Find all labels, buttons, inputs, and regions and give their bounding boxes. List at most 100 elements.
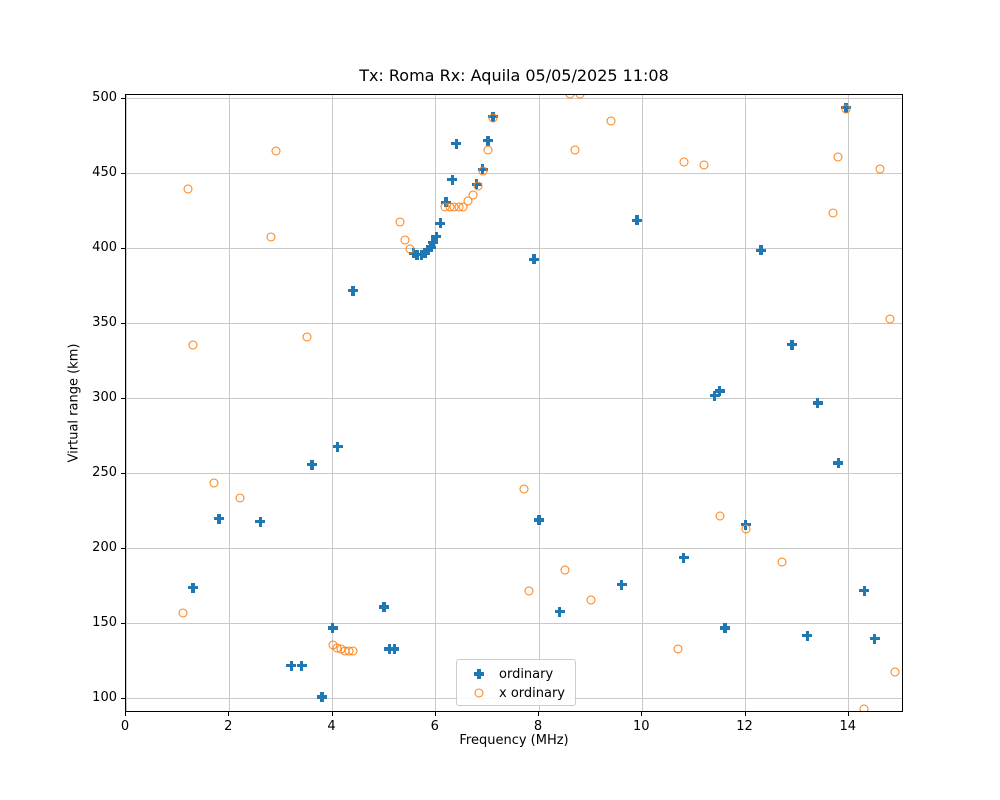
data-point-x-ordinary xyxy=(570,145,580,155)
x-tick-label: 6 xyxy=(430,719,439,734)
data-point-ordinary xyxy=(286,660,297,671)
data-point-ordinary xyxy=(419,248,430,259)
data-point-x-ordinary xyxy=(483,145,493,155)
data-point-ordinary xyxy=(678,552,689,563)
data-point-x-ordinary xyxy=(400,235,410,245)
y-tick-label: 250 xyxy=(92,464,117,480)
y-tick-label: 150 xyxy=(92,614,117,630)
data-point-x-ordinary xyxy=(777,557,787,567)
data-point-x-ordinary xyxy=(271,146,281,156)
legend-label-ordinary: ordinary xyxy=(499,667,554,682)
data-point-x-ordinary xyxy=(885,314,895,324)
x-tick-mark xyxy=(538,712,539,716)
data-point-x-ordinary xyxy=(875,164,885,174)
data-point-x-ordinary xyxy=(586,595,596,605)
data-point-ordinary xyxy=(482,135,493,146)
data-point-x-ordinary xyxy=(560,565,570,575)
data-point-ordinary xyxy=(451,138,462,149)
y-tick-mark xyxy=(121,172,125,174)
x-tick-label: 10 xyxy=(632,719,650,734)
y-axis-label: Virtual range (km) xyxy=(66,343,82,463)
y-tick-label: 350 xyxy=(92,314,117,330)
data-point-ordinary xyxy=(296,660,307,671)
y-tick-mark xyxy=(121,397,125,399)
data-point-ordinary xyxy=(709,390,720,401)
data-point-ordinary xyxy=(389,644,400,655)
data-point-x-ordinary xyxy=(828,208,838,218)
plot-area: ordinary x ordinary xyxy=(125,94,903,712)
data-point-x-ordinary xyxy=(841,104,851,114)
data-point-x-ordinary xyxy=(606,116,616,126)
legend: ordinary x ordinary xyxy=(456,659,576,706)
gridline-x xyxy=(848,95,850,711)
data-point-ordinary xyxy=(554,606,565,617)
data-point-x-ordinary xyxy=(405,244,415,254)
data-point-ordinary xyxy=(786,339,797,350)
gridline-y xyxy=(126,548,902,550)
data-point-ordinary xyxy=(714,386,725,397)
gridline-y xyxy=(126,398,902,400)
data-point-ordinary xyxy=(435,218,446,229)
data-point-x-ordinary xyxy=(183,184,193,194)
data-point-ordinary xyxy=(719,623,730,634)
data-point-x-ordinary xyxy=(699,160,709,170)
data-point-x-ordinary xyxy=(673,644,683,654)
gridline-x xyxy=(435,95,437,711)
data-point-x-ordinary xyxy=(833,152,843,162)
x-tick-mark xyxy=(744,712,746,716)
gridline-y xyxy=(126,173,902,175)
gridline-x xyxy=(126,95,127,711)
y-tick-mark xyxy=(121,97,125,99)
gridline-y xyxy=(126,248,902,250)
y-tick-label: 300 xyxy=(92,389,117,405)
legend-label-x-ordinary: x ordinary xyxy=(499,686,566,701)
data-point-ordinary xyxy=(317,692,328,703)
data-point-ordinary xyxy=(384,644,395,655)
data-point-ordinary xyxy=(447,174,458,185)
x-tick-mark xyxy=(331,712,333,716)
data-point-x-ordinary xyxy=(859,704,869,711)
gridline-y xyxy=(126,323,902,325)
data-point-ordinary xyxy=(616,579,627,590)
x-tick-mark xyxy=(228,712,230,716)
data-point-ordinary xyxy=(632,215,643,226)
data-point-x-ordinary xyxy=(478,166,488,176)
y-tick-label: 400 xyxy=(92,239,117,255)
data-point-x-ordinary xyxy=(266,232,276,242)
x-tick-mark xyxy=(641,712,643,716)
data-point-x-ordinary xyxy=(188,340,198,350)
data-point-ordinary xyxy=(534,515,544,526)
data-point-x-ordinary xyxy=(519,484,529,494)
data-point-x-ordinary xyxy=(473,181,483,191)
data-point-ordinary xyxy=(755,245,766,256)
plus-marker-icon xyxy=(474,669,484,679)
data-point-x-ordinary xyxy=(209,478,219,488)
data-point-x-ordinary xyxy=(488,113,498,123)
y-tick-mark xyxy=(121,247,125,249)
data-point-x-ordinary xyxy=(302,332,312,342)
y-tick-mark xyxy=(121,472,125,474)
y-tick-mark xyxy=(121,697,125,699)
x-tick-mark xyxy=(847,712,849,716)
data-point-ordinary xyxy=(428,237,439,248)
data-point-x-ordinary xyxy=(715,511,725,521)
y-tick-label: 500 xyxy=(92,89,117,105)
data-point-ordinary xyxy=(332,441,343,452)
x-tick-mark xyxy=(434,712,436,716)
data-point-ordinary xyxy=(833,458,844,469)
gridline-x xyxy=(228,95,230,711)
x-tick-mark xyxy=(125,712,126,716)
data-point-x-ordinary xyxy=(524,586,534,596)
data-point-ordinary xyxy=(188,582,199,593)
data-point-ordinary xyxy=(802,630,813,641)
data-point-ordinary xyxy=(255,516,266,527)
legend-item-ordinary: ordinary xyxy=(457,665,575,684)
data-point-x-ordinary xyxy=(679,157,689,167)
x-tick-label: 8 xyxy=(533,719,543,734)
data-point-ordinary xyxy=(869,633,880,644)
gridline-x xyxy=(745,95,746,711)
y-tick-label: 100 xyxy=(92,689,117,705)
y-tick-label: 200 xyxy=(92,539,117,555)
data-point-x-ordinary xyxy=(235,493,245,503)
data-point-x-ordinary xyxy=(395,217,405,227)
